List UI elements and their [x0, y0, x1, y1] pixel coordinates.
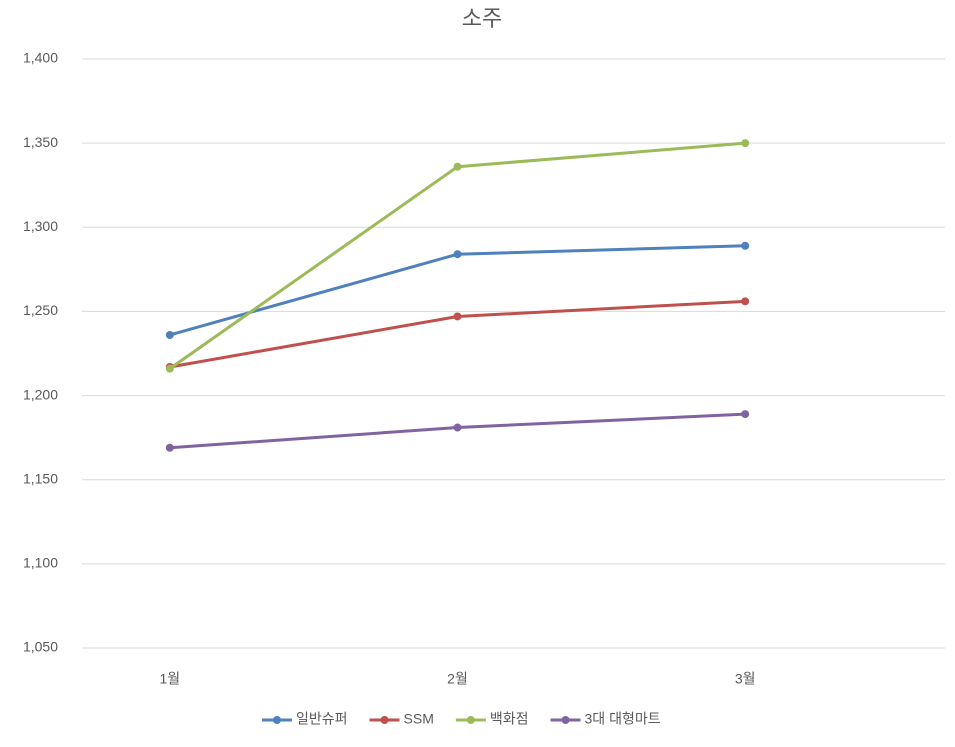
- y-tick-label: 1,150: [23, 470, 58, 486]
- legend-marker: [380, 716, 389, 724]
- legend-item: SSM: [369, 711, 434, 727]
- chart-title: 소주: [462, 6, 502, 31]
- data-point: [165, 330, 174, 339]
- x-tick-label: 1월: [159, 671, 180, 687]
- legend-marker: [466, 716, 475, 724]
- series-line: [169, 244, 746, 337]
- legend-marker: [273, 716, 281, 724]
- legend-label: SSM: [404, 711, 434, 727]
- data-point: [741, 241, 750, 250]
- data-point: [453, 162, 462, 171]
- legend-label: 일반슈퍼: [296, 711, 348, 727]
- y-tick-label: 1,350: [23, 134, 58, 150]
- data-point: [741, 139, 750, 148]
- data-point: [741, 410, 750, 419]
- legend-label: 3대 대형마트: [585, 711, 661, 727]
- data-point: [453, 250, 462, 259]
- legend-item: 백화점: [455, 711, 529, 727]
- data-point: [741, 297, 750, 306]
- y-tick-label: 1,200: [23, 386, 58, 402]
- y-tick-label: 1,400: [23, 50, 58, 66]
- data-point: [453, 423, 462, 432]
- legend-item: 3대 대형마트: [550, 711, 661, 727]
- y-tick-label: 1,050: [23, 639, 58, 655]
- x-tick-label: 2월: [447, 671, 468, 687]
- data-point: [165, 443, 174, 452]
- y-tick-label: 1,250: [23, 302, 58, 318]
- data-point: [165, 364, 174, 373]
- legend-marker: [561, 716, 570, 724]
- legend-item: 일반슈퍼: [262, 711, 348, 727]
- y-tick-label: 1,100: [23, 555, 58, 571]
- y-tick-label: 1,300: [23, 218, 58, 234]
- x-tick-label: 3월: [735, 671, 756, 687]
- data-point: [453, 312, 462, 321]
- legend-label: 백화점: [490, 711, 529, 727]
